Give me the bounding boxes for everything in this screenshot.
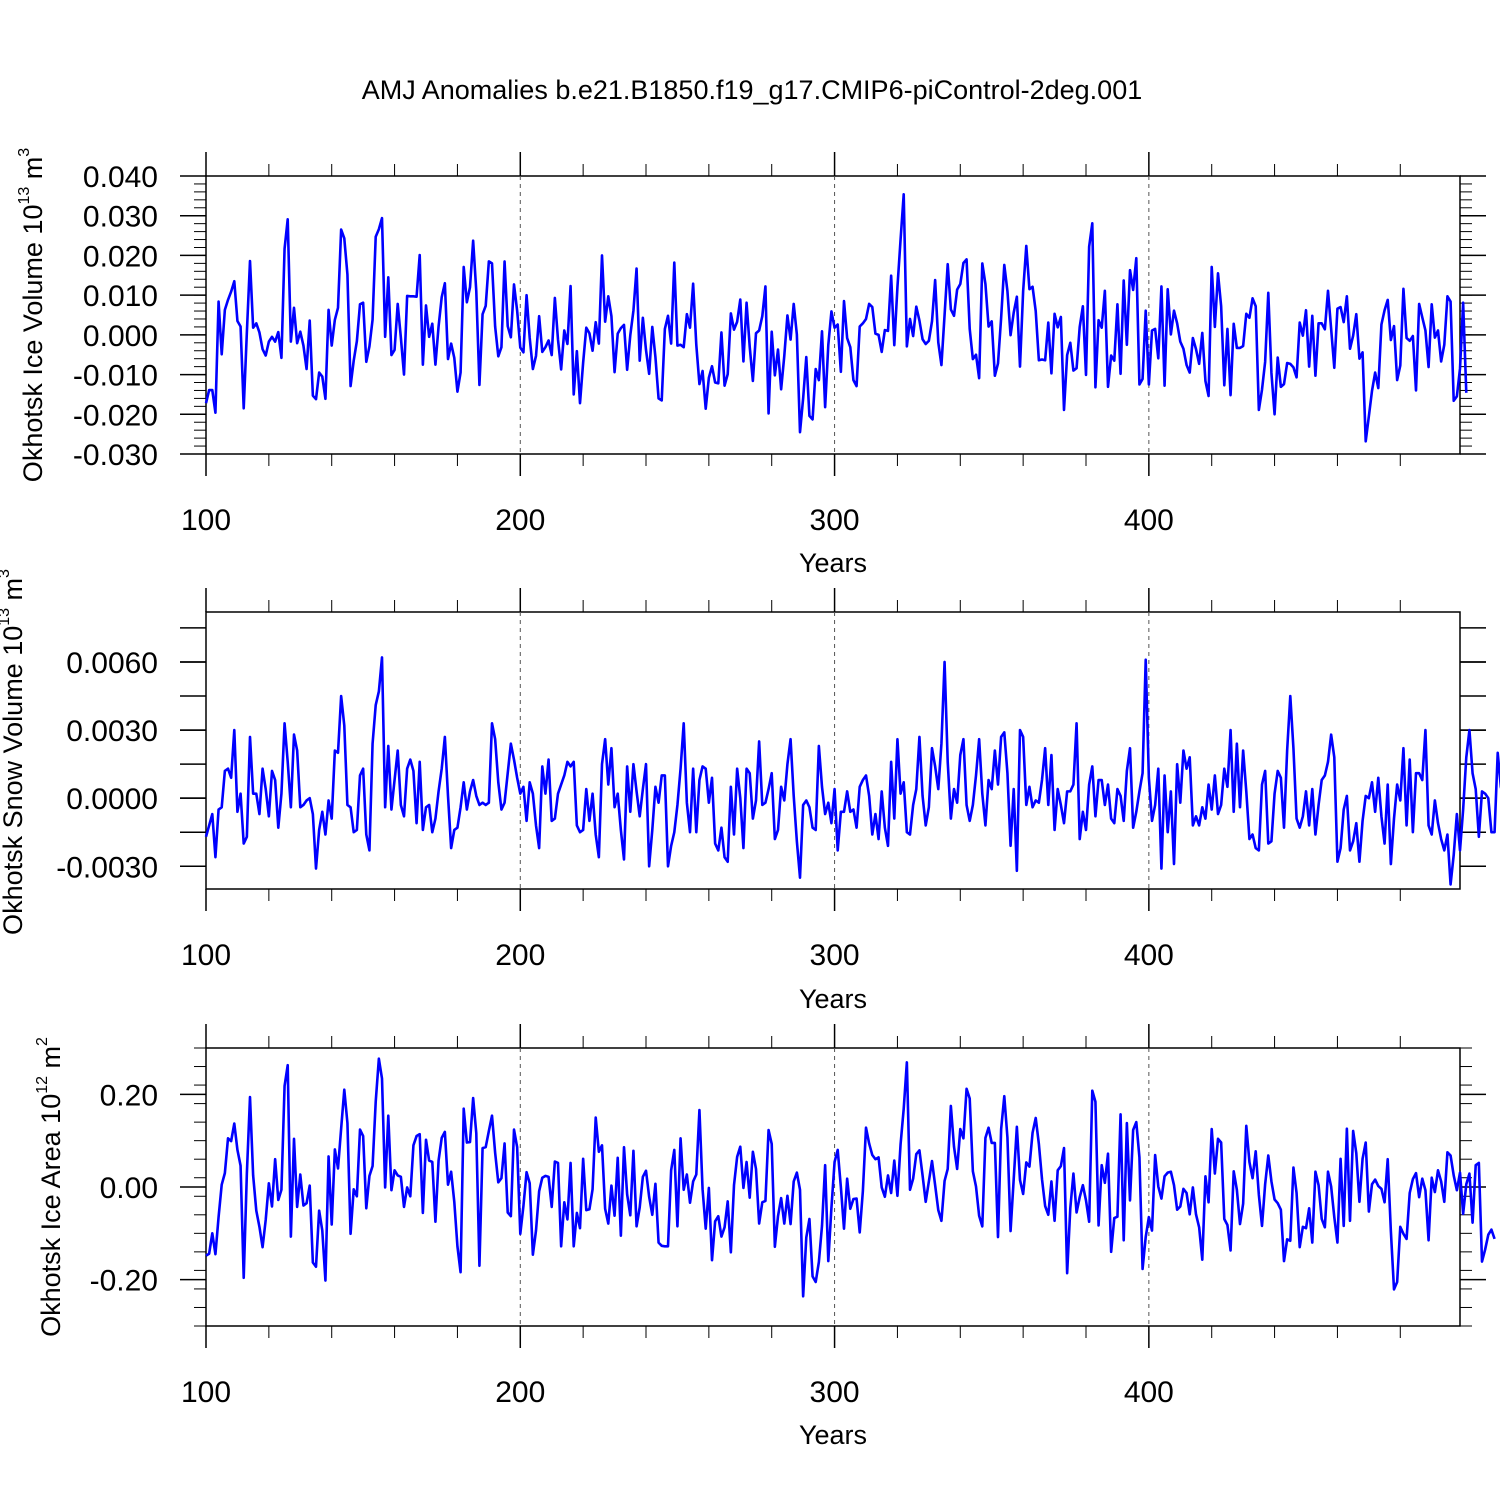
y-tick-labels: -0.20 0.00 0.20	[90, 1079, 158, 1297]
x-tick-label: 400	[1124, 939, 1174, 972]
vertical-gridlines	[519, 1048, 1150, 1326]
y-tick-label: 0.0030	[66, 715, 158, 748]
panel-snow-volume: -0.0030 0.0000 0.0030 0.0060 100 200 300 400 Y…	[0, 569, 1500, 1014]
y-tick-label: 0.20	[100, 1079, 158, 1112]
y-tick-label: -0.020	[73, 399, 158, 432]
y-tick-label: 0.020	[83, 240, 158, 273]
y-tick-label: -0.20	[90, 1265, 158, 1298]
series-line-ice-volume	[204, 192, 1468, 443]
x-tick-label: 300	[810, 504, 860, 537]
y-tick-label: 0.010	[83, 280, 158, 313]
y-tick-label: 0.030	[83, 201, 158, 234]
y-tick-label: 0.0000	[66, 783, 158, 816]
x-tick-label: 200	[495, 1376, 545, 1409]
x-tick-label: 200	[495, 939, 545, 972]
series-line-ice-area	[205, 1057, 1496, 1298]
y-tick-label: 0.00	[100, 1172, 158, 1205]
y-tick-label: -0.010	[73, 360, 158, 393]
y-axis-label: Okhotsk Snow Volume 1013 m3	[0, 569, 28, 935]
vertical-gridlines	[519, 612, 1150, 889]
x-tick-label: 100	[181, 1376, 231, 1409]
y-tick-labels: -0.030 -0.020 -0.010 0.000 0.010 0.020 0.030 0.…	[73, 161, 158, 472]
x-tick-label: 300	[810, 939, 860, 972]
x-tick-label: 300	[810, 1376, 860, 1409]
x-tick-label: 400	[1124, 504, 1174, 537]
y-axis-label: Okhotsk Ice Volume 1013 m3	[16, 148, 48, 482]
axis-ticks	[180, 1024, 1486, 1348]
vertical-gridlines	[519, 176, 1150, 454]
y-tick-labels: -0.0030 0.0000 0.0030 0.0060	[56, 647, 158, 884]
plot-frame	[205, 175, 1461, 455]
panel-ice-area: -0.20 0.00 0.20 100 200 300 400 Years Okhotsk…	[34, 1024, 1496, 1450]
plot-frame	[205, 611, 1461, 890]
panel-ice-volume: -0.030 -0.020 -0.010 0.000 0.010 0.020 0.030 0.…	[16, 148, 1486, 578]
y-tick-label: 0.000	[83, 320, 158, 353]
y-tick-label: 0.0060	[66, 647, 158, 680]
y-tick-label: -0.0030	[56, 851, 158, 884]
x-tick-label: 100	[181, 939, 231, 972]
x-tick-label: 100	[181, 504, 231, 537]
x-axis-label: Years	[799, 984, 867, 1014]
x-axis-label: Years	[799, 548, 867, 578]
figure-title: AMJ Anomalies b.e21.B1850.f19_g17.CMIP6-…	[362, 75, 1142, 105]
x-axis-label: Years	[799, 1420, 867, 1450]
x-tick-labels: 100 200 300 400	[181, 1376, 1174, 1409]
x-tick-label: 200	[495, 504, 545, 537]
x-tick-label: 400	[1124, 1376, 1174, 1409]
y-axis-label: Okhotsk Ice Area 1012 m2	[34, 1037, 66, 1337]
series-line-snow-volume	[204, 656, 1500, 886]
y-tick-label: -0.030	[73, 439, 158, 472]
x-tick-labels: 100 200 300 400	[181, 504, 1174, 537]
axis-ticks	[180, 152, 1486, 476]
x-tick-labels: 100 200 300 400	[181, 939, 1174, 972]
y-tick-label: 0.040	[83, 161, 158, 194]
axis-ticks	[180, 588, 1486, 911]
